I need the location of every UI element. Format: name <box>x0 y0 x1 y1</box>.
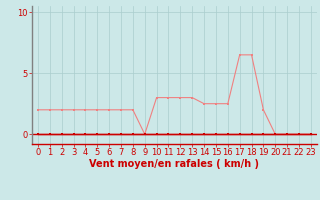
X-axis label: Vent moyen/en rafales ( km/h ): Vent moyen/en rafales ( km/h ) <box>89 159 260 169</box>
